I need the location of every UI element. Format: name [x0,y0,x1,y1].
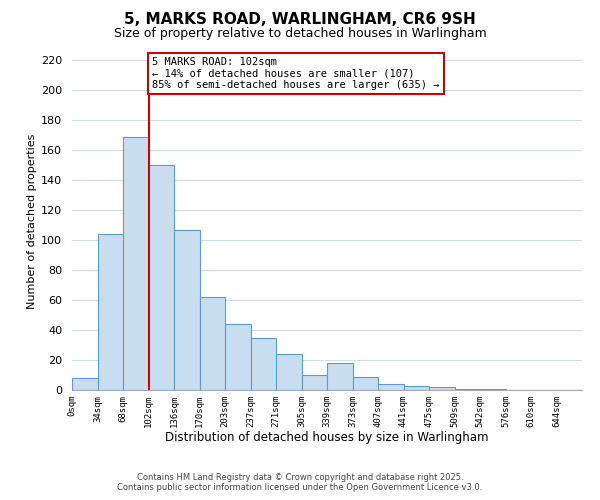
Bar [123,136,149,390]
Bar [276,354,302,390]
Text: Contains HM Land Registry data © Crown copyright and database right 2025.
Contai: Contains HM Land Registry data © Crown c… [118,473,482,492]
Bar [72,378,97,390]
Text: Size of property relative to detached houses in Warlingham: Size of property relative to detached ho… [113,28,487,40]
Bar [353,376,378,390]
Bar [327,363,353,390]
Bar [429,387,455,390]
Bar [404,386,429,390]
Bar [97,234,123,390]
Bar [378,384,404,390]
Bar [302,375,327,390]
Bar [149,165,174,390]
Text: 5, MARKS ROAD, WARLINGHAM, CR6 9SH: 5, MARKS ROAD, WARLINGHAM, CR6 9SH [124,12,476,28]
Bar [251,338,276,390]
X-axis label: Distribution of detached houses by size in Warlingham: Distribution of detached houses by size … [165,432,489,444]
Text: 5 MARKS ROAD: 102sqm
← 14% of detached houses are smaller (107)
85% of semi-deta: 5 MARKS ROAD: 102sqm ← 14% of detached h… [152,57,440,90]
Bar [174,230,199,390]
Y-axis label: Number of detached properties: Number of detached properties [27,134,37,309]
Bar [480,388,505,390]
Bar [225,324,251,390]
Bar [199,297,225,390]
Bar [455,388,480,390]
